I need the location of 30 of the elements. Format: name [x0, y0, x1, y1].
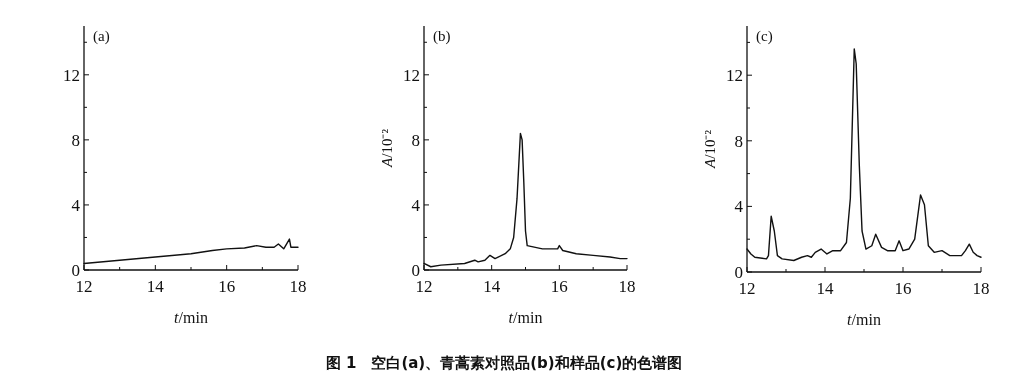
y-tick-label: 12	[403, 65, 420, 85]
y-tick-label: 0	[734, 263, 743, 282]
x-axis-title: t/min	[174, 309, 208, 326]
x-tick-label: 16	[550, 277, 568, 296]
y-tick-label: 8	[71, 130, 80, 150]
x-tick-label: 16	[894, 279, 912, 298]
x-tick-label: 18	[289, 277, 307, 296]
x-tick-label: 18	[972, 279, 990, 298]
x-tick-label: 16	[218, 277, 236, 296]
x-axis-title: t/min	[847, 311, 881, 328]
y-tick-label: 12	[726, 66, 743, 86]
chart-title: (a)	[93, 28, 110, 45]
x-tick-label: 18	[618, 277, 636, 296]
y-tick-label: 8	[411, 130, 420, 150]
y-tick-label: 0	[71, 261, 80, 280]
chart-title: (b)	[433, 28, 451, 45]
caption: 图 1 空白(a)、青蒿素对照品(b)和样品(c)的色谱图	[325, 354, 683, 372]
x-tick-label: 14	[816, 279, 834, 298]
y-axis-title: A/10⁻²	[702, 129, 718, 169]
x-axis-title: t/min	[508, 309, 543, 326]
y-tick-label: 4	[71, 195, 81, 215]
y-tick-label: 12	[63, 65, 80, 85]
x-tick-label: 14	[483, 277, 501, 296]
chart-title: (c)	[756, 28, 773, 45]
x-tick-label: 14	[146, 277, 165, 296]
y-tick-label: 4	[734, 197, 744, 217]
y-tick-label: 0	[411, 261, 420, 280]
y-tick-label: 4	[411, 195, 421, 215]
y-axis-title: A/10⁻²	[379, 128, 395, 168]
y-tick-label: 8	[734, 131, 743, 151]
